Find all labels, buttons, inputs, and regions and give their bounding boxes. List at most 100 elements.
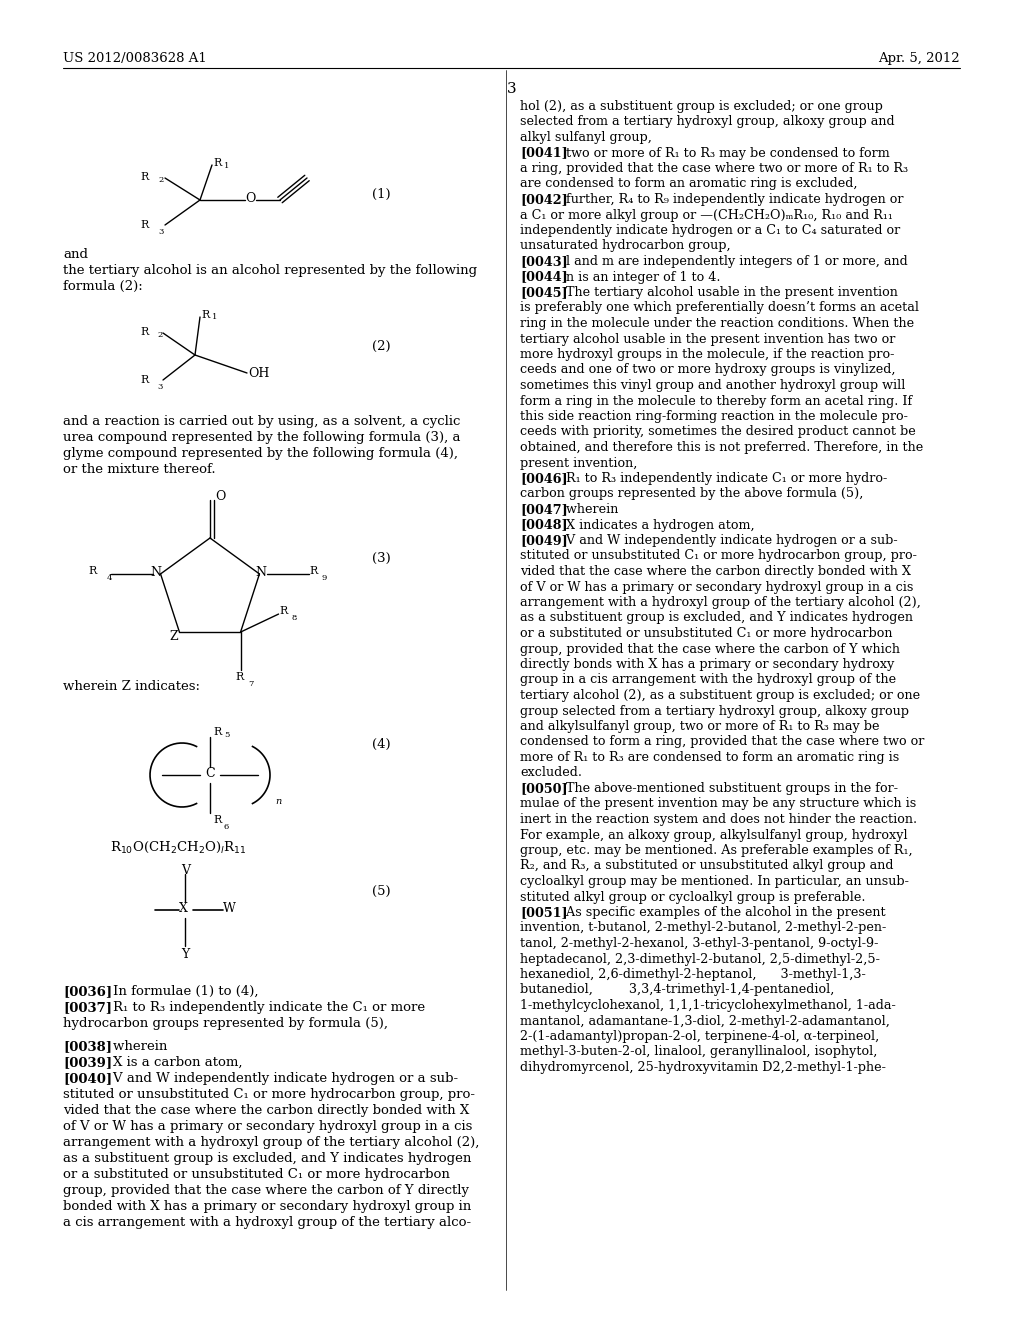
Text: inert in the reaction system and does not hinder the reaction.: inert in the reaction system and does no… (520, 813, 918, 826)
Text: cycloalkyl group may be mentioned. In particular, an unsub-: cycloalkyl group may be mentioned. In pa… (520, 875, 909, 888)
Text: [0039]: [0039] (63, 1056, 112, 1069)
Text: The above-mentioned substituent groups in the for-: The above-mentioned substituent groups i… (550, 781, 898, 795)
Text: methyl-3-buten-2-ol, linalool, geranyllinalool, isophytol,: methyl-3-buten-2-ol, linalool, geranylli… (520, 1045, 878, 1059)
Text: 5: 5 (224, 731, 229, 739)
Text: V and W independently indicate hydrogen or a sub-: V and W independently indicate hydrogen … (550, 535, 898, 546)
Text: 3: 3 (157, 383, 163, 391)
Text: (3): (3) (372, 552, 391, 565)
Text: as a substituent group is excluded, and Y indicates hydrogen: as a substituent group is excluded, and … (520, 611, 913, 624)
Text: 1: 1 (212, 313, 217, 321)
Text: or the mixture thereof.: or the mixture thereof. (63, 463, 216, 477)
Text: more hydroxyl groups in the molecule, if the reaction pro-: more hydroxyl groups in the molecule, if… (520, 348, 894, 360)
Text: and a reaction is carried out by using, as a solvent, a cyclic: and a reaction is carried out by using, … (63, 414, 461, 428)
Text: more of R₁ to R₃ are condensed to form an aromatic ring is: more of R₁ to R₃ are condensed to form a… (520, 751, 899, 764)
Text: bonded with X has a primary or secondary hydroxyl group in: bonded with X has a primary or secondary… (63, 1200, 471, 1213)
Text: urea compound represented by the following formula (3), a: urea compound represented by the followi… (63, 432, 461, 444)
Text: ceeds and one of two or more hydroxy groups is vinylized,: ceeds and one of two or more hydroxy gro… (520, 363, 896, 376)
Text: O: O (245, 191, 255, 205)
Text: vided that the case where the carbon directly bonded with X: vided that the case where the carbon dir… (520, 565, 911, 578)
Text: wherein Z indicates:: wherein Z indicates: (63, 680, 200, 693)
Text: tanol, 2-methyl-2-hexanol, 3-ethyl-3-pentanol, 9-octyl-9-: tanol, 2-methyl-2-hexanol, 3-ethyl-3-pen… (520, 937, 879, 950)
Text: V and W independently indicate hydrogen or a sub-: V and W independently indicate hydrogen … (95, 1072, 458, 1085)
Text: Y: Y (181, 948, 189, 961)
Text: [0048]: [0048] (520, 519, 567, 532)
Text: R: R (213, 814, 221, 825)
Text: mulae of the present invention may be any structure which is: mulae of the present invention may be an… (520, 797, 916, 810)
Text: two or more of R₁ to R₃ may be condensed to form: two or more of R₁ to R₃ may be condensed… (550, 147, 890, 160)
Text: stituted alkyl group or cycloalkyl group is preferable.: stituted alkyl group or cycloalkyl group… (520, 891, 865, 903)
Text: [0040]: [0040] (63, 1072, 112, 1085)
Text: X indicates a hydrogen atom,: X indicates a hydrogen atom, (550, 519, 755, 532)
Text: sometimes this vinyl group and another hydroxyl group will: sometimes this vinyl group and another h… (520, 379, 905, 392)
Text: US 2012/0083628 A1: US 2012/0083628 A1 (63, 51, 207, 65)
Text: tertiary alcohol (2), as a substituent group is excluded; or one: tertiary alcohol (2), as a substituent g… (520, 689, 921, 702)
Text: The tertiary alcohol usable in the present invention: The tertiary alcohol usable in the prese… (550, 286, 898, 300)
Text: n is an integer of 1 to 4.: n is an integer of 1 to 4. (550, 271, 721, 284)
Text: V: V (181, 865, 190, 876)
Text: heptadecanol, 2,3-dimethyl-2-butanol, 2,5-dimethyl-2,5-: heptadecanol, 2,3-dimethyl-2-butanol, 2,… (520, 953, 880, 965)
Text: (4): (4) (372, 738, 390, 751)
Text: R₁ to R₃ independently indicate the C₁ or more: R₁ to R₃ independently indicate the C₁ o… (95, 1001, 425, 1014)
Text: this side reaction ring-forming reaction in the molecule pro-: this side reaction ring-forming reaction… (520, 411, 908, 422)
Text: 6: 6 (224, 822, 229, 832)
Text: [0049]: [0049] (520, 535, 567, 546)
Text: group, provided that the case where the carbon of Y which: group, provided that the case where the … (520, 643, 900, 656)
Text: further, R₄ to R₉ independently indicate hydrogen or: further, R₄ to R₉ independently indicate… (550, 193, 904, 206)
Text: dihydromyrcenol, 25-hydroxyvitamin D2,2-methyl-1-phe-: dihydromyrcenol, 25-hydroxyvitamin D2,2-… (520, 1061, 886, 1074)
Text: For example, an alkoxy group, alkylsulfanyl group, hydroxyl: For example, an alkoxy group, alkylsulfa… (520, 829, 907, 842)
Text: R: R (201, 310, 209, 319)
Text: R: R (309, 566, 317, 576)
Text: group in a cis arrangement with the hydroxyl group of the: group in a cis arrangement with the hydr… (520, 673, 896, 686)
Text: 7: 7 (249, 680, 254, 688)
Text: mantanol, adamantane-1,3-diol, 2-methyl-2-adamantanol,: mantanol, adamantane-1,3-diol, 2-methyl-… (520, 1015, 890, 1027)
Text: (1): (1) (372, 187, 390, 201)
Text: 8: 8 (292, 614, 297, 622)
Text: stituted or unsubstituted C₁ or more hydrocarbon group, pro-: stituted or unsubstituted C₁ or more hyd… (63, 1088, 475, 1101)
Text: 2-(1-adamantyl)propan-2-ol, terpinene-4-ol, α-terpineol,: 2-(1-adamantyl)propan-2-ol, terpinene-4-… (520, 1030, 880, 1043)
Text: hexanediol, 2,6-dimethyl-2-heptanol,      3-methyl-1,3-: hexanediol, 2,6-dimethyl-2-heptanol, 3-m… (520, 968, 865, 981)
Text: [0045]: [0045] (520, 286, 567, 300)
Text: R: R (140, 375, 148, 385)
Text: of V or W has a primary or secondary hydroxyl group in a cis: of V or W has a primary or secondary hyd… (63, 1119, 472, 1133)
Text: alkyl sulfanyl group,: alkyl sulfanyl group, (520, 131, 652, 144)
Text: 3: 3 (158, 228, 164, 236)
Text: independently indicate hydrogen or a C₁ to C₄ saturated or: independently indicate hydrogen or a C₁ … (520, 224, 900, 238)
Text: 1-methylcyclohexanol, 1,1,1-tricyclohexylmethanol, 1-ada-: 1-methylcyclohexanol, 1,1,1-tricyclohexy… (520, 999, 896, 1012)
Text: As specific examples of the alcohol in the present: As specific examples of the alcohol in t… (550, 906, 886, 919)
Text: R₁ to R₃ independently indicate C₁ or more hydro-: R₁ to R₃ independently indicate C₁ or mo… (550, 473, 888, 484)
Text: R$_{10}$O(CH$_2$CH$_2$O)$_l$R$_{11}$: R$_{10}$O(CH$_2$CH$_2$O)$_l$R$_{11}$ (110, 840, 247, 855)
Text: arrangement with a hydroxyl group of the tertiary alcohol (2),: arrangement with a hydroxyl group of the… (520, 597, 921, 609)
Text: [0037]: [0037] (63, 1001, 112, 1014)
Text: present invention,: present invention, (520, 457, 637, 470)
Text: 1: 1 (224, 162, 229, 170)
Text: wherein: wherein (95, 1040, 167, 1053)
Text: n: n (275, 797, 282, 807)
Text: O: O (215, 490, 225, 503)
Text: group, provided that the case where the carbon of Y directly: group, provided that the case where the … (63, 1184, 469, 1197)
Text: [0044]: [0044] (520, 271, 567, 284)
Text: condensed to form a ring, provided that the case where two or: condensed to form a ring, provided that … (520, 735, 925, 748)
Text: R: R (213, 727, 221, 737)
Text: R: R (213, 158, 221, 168)
Text: excluded.: excluded. (520, 767, 582, 780)
Text: Z: Z (169, 630, 178, 643)
Text: Apr. 5, 2012: Apr. 5, 2012 (879, 51, 961, 65)
Text: N: N (151, 566, 162, 579)
Text: ceeds with priority, sometimes the desired product cannot be: ceeds with priority, sometimes the desir… (520, 425, 915, 438)
Text: hol (2), as a substituent group is excluded; or one group: hol (2), as a substituent group is exclu… (520, 100, 883, 114)
Text: and alkylsulfanyl group, two or more of R₁ to R₃ may be: and alkylsulfanyl group, two or more of … (520, 719, 880, 733)
Text: [0051]: [0051] (520, 906, 567, 919)
Text: R₂, and R₃, a substituted or unsubstituted alkyl group and: R₂, and R₃, a substituted or unsubstitut… (520, 859, 894, 873)
Text: R: R (140, 220, 148, 230)
Text: vided that the case where the carbon directly bonded with X: vided that the case where the carbon dir… (63, 1104, 469, 1117)
Text: hydrocarbon groups represented by formula (5),: hydrocarbon groups represented by formul… (63, 1016, 388, 1030)
Text: or a substituted or unsubstituted C₁ or more hydrocarbon: or a substituted or unsubstituted C₁ or … (63, 1168, 450, 1181)
Text: R: R (140, 327, 148, 337)
Text: butanediol,         3,3,4-trimethyl-1,4-pentanediol,: butanediol, 3,3,4-trimethyl-1,4-pentaned… (520, 983, 835, 997)
Text: X: X (179, 902, 187, 915)
Text: R: R (236, 672, 244, 682)
Text: selected from a tertiary hydroxyl group, alkoxy group and: selected from a tertiary hydroxyl group,… (520, 116, 895, 128)
Text: glyme compound represented by the following formula (4),: glyme compound represented by the follow… (63, 447, 458, 459)
Text: OH: OH (248, 367, 269, 380)
Text: as a substituent group is excluded, and Y indicates hydrogen: as a substituent group is excluded, and … (63, 1152, 471, 1166)
